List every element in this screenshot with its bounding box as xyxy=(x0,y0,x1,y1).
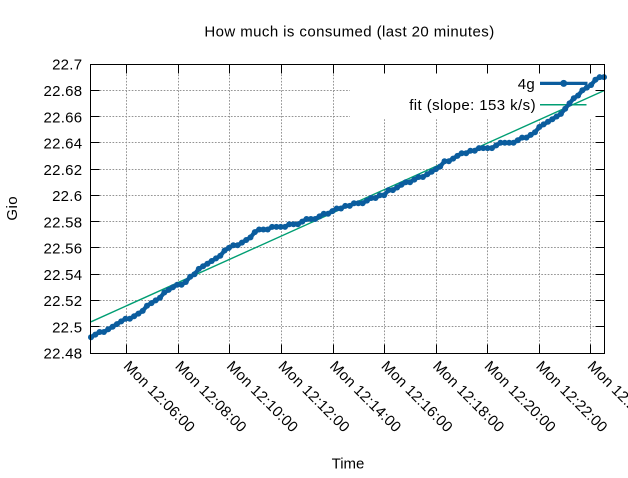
svg-text:22.6: 22.6 xyxy=(52,188,82,205)
svg-text:22.52: 22.52 xyxy=(43,293,82,310)
svg-text:fit (slope: 153 k/s): fit (slope: 153 k/s) xyxy=(409,97,536,114)
svg-text:22.48: 22.48 xyxy=(43,346,82,363)
svg-text:22.66: 22.66 xyxy=(43,109,82,126)
svg-text:How much is consumed (last 20: How much is consumed (last 20 minutes) xyxy=(204,23,494,40)
svg-text:22.64: 22.64 xyxy=(43,136,82,153)
svg-text:4g: 4g xyxy=(518,76,535,93)
svg-text:22.5: 22.5 xyxy=(52,319,82,336)
svg-text:22.54: 22.54 xyxy=(43,267,82,284)
svg-text:Time: Time xyxy=(332,455,365,472)
svg-text:Gio: Gio xyxy=(4,196,21,221)
svg-text:22.62: 22.62 xyxy=(43,162,82,179)
svg-text:22.56: 22.56 xyxy=(43,241,82,258)
svg-text:22.68: 22.68 xyxy=(43,83,82,100)
svg-text:22.58: 22.58 xyxy=(43,214,82,231)
svg-text:22.7: 22.7 xyxy=(52,57,82,74)
